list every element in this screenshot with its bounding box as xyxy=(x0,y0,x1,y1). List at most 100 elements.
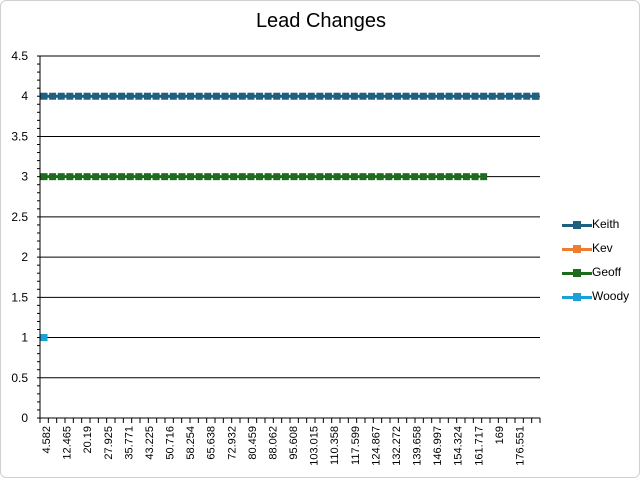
y-tick-label: 1 xyxy=(21,331,28,345)
data-point xyxy=(299,92,307,100)
data-point xyxy=(40,92,48,100)
data-point xyxy=(118,92,126,100)
data-point xyxy=(532,92,540,100)
data-point xyxy=(74,92,82,100)
data-point xyxy=(359,173,367,181)
data-point xyxy=(342,92,350,100)
x-tick-label: 35.771 xyxy=(123,426,135,460)
data-point xyxy=(100,92,108,100)
data-point xyxy=(264,92,272,100)
x-tick-label: 43.225 xyxy=(144,426,156,460)
legend-item-kev: Kev xyxy=(560,238,642,262)
x-tick-label: 88.062 xyxy=(267,426,279,460)
data-point xyxy=(109,92,117,100)
data-point xyxy=(143,173,151,181)
data-point xyxy=(428,173,436,181)
data-point xyxy=(428,92,436,100)
x-tick-label: 103.015 xyxy=(309,426,321,466)
data-point xyxy=(445,92,453,100)
x-tick-label: 176.551 xyxy=(514,426,526,466)
data-point xyxy=(454,92,462,100)
data-point xyxy=(307,173,315,181)
data-point xyxy=(324,92,332,100)
data-point xyxy=(118,173,126,181)
data-point xyxy=(221,92,229,100)
legend-item-woody: Woody xyxy=(560,286,642,310)
data-point xyxy=(393,92,401,100)
data-point xyxy=(238,173,246,181)
data-point xyxy=(393,173,401,181)
x-tick-label: 117.599 xyxy=(350,426,362,465)
data-point xyxy=(169,173,177,181)
x-tick-label: 50.716 xyxy=(165,426,177,460)
data-point xyxy=(264,173,272,181)
data-point xyxy=(40,334,48,342)
data-point xyxy=(161,92,169,100)
data-point xyxy=(480,173,488,181)
data-point xyxy=(359,92,367,100)
x-tick-label: 95.608 xyxy=(288,426,300,460)
data-point xyxy=(411,173,419,181)
data-point xyxy=(333,92,341,100)
legend-marker xyxy=(573,245,581,253)
data-point xyxy=(187,92,195,100)
data-point xyxy=(66,92,74,100)
data-point xyxy=(100,173,108,181)
data-point xyxy=(49,173,57,181)
series-geoff xyxy=(40,173,488,181)
x-tick-label: 80.459 xyxy=(247,426,259,460)
series-keith xyxy=(40,92,540,100)
x-tick-label: 110.358 xyxy=(329,426,341,465)
data-point xyxy=(281,173,289,181)
data-point xyxy=(92,173,100,181)
data-point xyxy=(368,92,376,100)
data-point xyxy=(437,92,445,100)
data-point xyxy=(454,173,462,181)
data-point xyxy=(437,173,445,181)
data-point xyxy=(316,173,324,181)
data-point xyxy=(333,173,341,181)
data-point xyxy=(152,92,160,100)
x-tick-label: 139.658 xyxy=(412,426,424,466)
data-point xyxy=(230,173,238,181)
y-tick-label: 0 xyxy=(21,411,28,425)
y-tick-label: 2 xyxy=(21,250,28,264)
y-tick-label: 0.5 xyxy=(11,371,28,385)
data-point xyxy=(402,173,410,181)
x-tick-label: 12.465 xyxy=(62,426,74,460)
data-point xyxy=(290,173,298,181)
data-point xyxy=(523,92,531,100)
legend-item-keith: Keith xyxy=(560,214,642,238)
data-point xyxy=(488,92,496,100)
legend-item-geoff: Geoff xyxy=(560,262,642,286)
data-point xyxy=(204,173,212,181)
data-point xyxy=(49,92,57,100)
data-point xyxy=(83,173,91,181)
data-point xyxy=(480,92,488,100)
y-tick-label: 4 xyxy=(21,89,28,103)
data-point xyxy=(135,173,143,181)
x-tick-label: 146.997 xyxy=(432,426,444,466)
legend-label: Geoff xyxy=(592,265,622,279)
data-point xyxy=(514,92,522,100)
data-point xyxy=(385,92,393,100)
data-point xyxy=(66,173,74,181)
data-point xyxy=(178,92,186,100)
data-point xyxy=(350,92,358,100)
x-tick-label: 58.254 xyxy=(185,426,197,460)
data-point xyxy=(238,92,246,100)
data-point xyxy=(161,173,169,181)
data-point xyxy=(92,92,100,100)
data-point xyxy=(402,92,410,100)
data-point xyxy=(195,173,203,181)
data-point xyxy=(126,173,134,181)
data-point xyxy=(256,92,264,100)
data-point xyxy=(419,92,427,100)
data-point xyxy=(376,92,384,100)
data-point xyxy=(273,173,281,181)
data-point xyxy=(57,92,65,100)
data-point xyxy=(204,92,212,100)
data-point xyxy=(230,92,238,100)
